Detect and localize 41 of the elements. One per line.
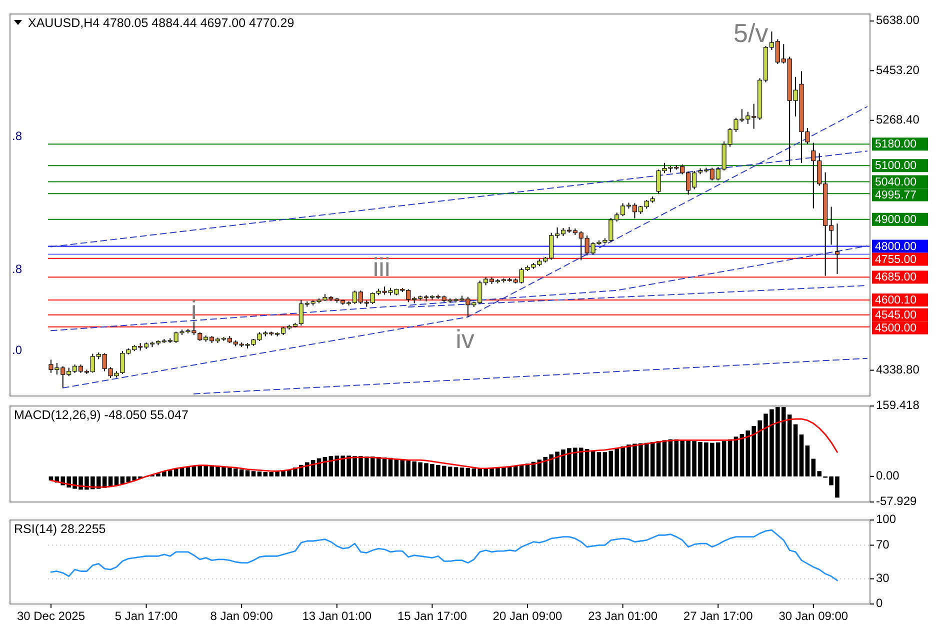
x-tick-label: 8 Jan 09:00 — [210, 609, 274, 623]
x-tick-label: 13 Jan 01:00 — [302, 609, 372, 623]
annotation: iv — [456, 324, 474, 354]
x-tick-label: 20 Jan 09:00 — [492, 609, 563, 623]
chart-title: XAUUSD,H4 4780.05 4884.44 4697.00 4770.29 — [28, 16, 294, 30]
x-tick-label: 5 Jan 17:00 — [114, 609, 178, 623]
ref-line-label: 4600.10 — [875, 294, 917, 307]
y-tick-label: 30 — [876, 570, 890, 585]
ref-line-label: 5180.00 — [875, 138, 917, 151]
y-tick-label: 159.418 — [876, 398, 920, 412]
chart-title: MACD(12,26,9) -48.050 55.047 — [14, 408, 188, 422]
ref-line-label: 4685.00 — [875, 272, 917, 284]
ref-line-label: 4755.00 — [875, 254, 917, 266]
ref-line-label: 5100.00 — [875, 160, 917, 172]
x-tick-label: 15 Jan 17:00 — [397, 609, 468, 623]
y-tick-label: 5638.00 — [876, 13, 920, 28]
y-tick-label: 100 — [876, 512, 896, 526]
y-tick-label: 5453.20 — [876, 62, 920, 77]
annotation: i — [191, 295, 197, 325]
x-tick-label: 30 Jan 09:00 — [778, 609, 848, 623]
ref-line-label: 5040.00 — [875, 176, 917, 188]
y-tick-label: 70 — [876, 537, 890, 552]
y-tick-label: 4338.80 — [876, 362, 920, 376]
ref-line-label: 4995.77 — [875, 189, 917, 202]
annotation: 5/v — [734, 18, 768, 48]
ref-line-label: 4545.00 — [875, 309, 917, 322]
ref-line-label: 4900.00 — [875, 214, 917, 226]
ref-line-label: 4500.00 — [875, 322, 917, 334]
y-tick-label: 0 — [876, 596, 883, 610]
text: .8 — [12, 262, 22, 276]
x-tick-label: 27 Jan 17:00 — [683, 609, 754, 623]
y-tick-label: 5268.40 — [876, 112, 920, 127]
text: .0 — [12, 343, 22, 357]
annotation: iii — [372, 252, 390, 282]
y-tick-label: -57.929 — [876, 494, 918, 508]
x-tick-label: 23 Jan 01:00 — [588, 609, 658, 623]
ref-line-label: 4800.00 — [875, 240, 917, 253]
text: .8 — [12, 129, 22, 143]
y-tick-label: 0.00 — [876, 468, 900, 483]
x-tick-label: 30 Dec 2025 — [16, 609, 86, 623]
chart-title: RSI(14) 28.2255 — [14, 522, 106, 536]
